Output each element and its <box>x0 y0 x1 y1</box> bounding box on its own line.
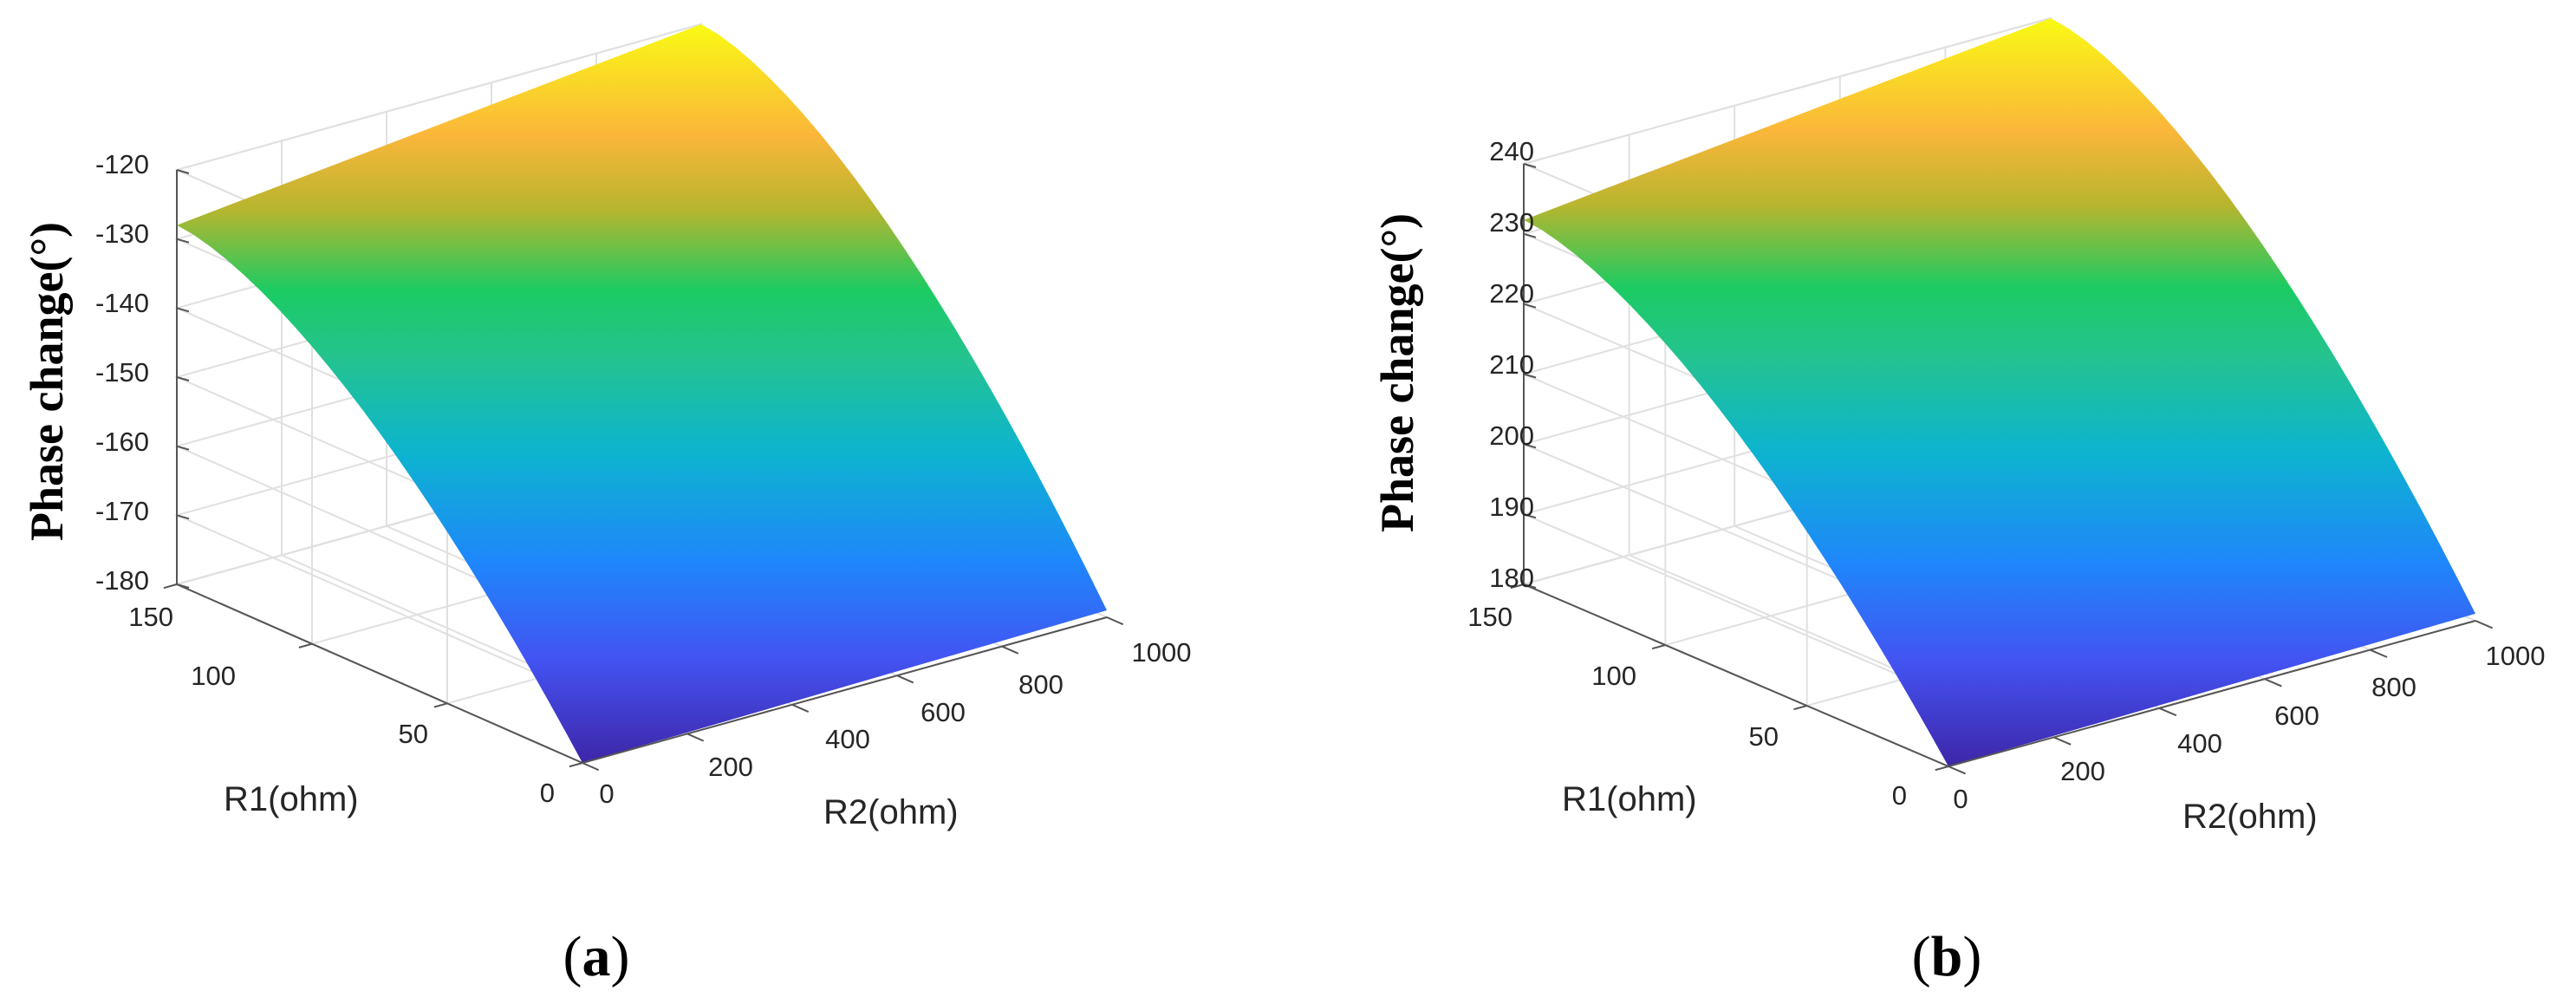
z-tick-label: 200 <box>1489 420 1534 451</box>
y-axis-label: R1(ohm) <box>224 780 359 818</box>
panel-a-y-ticks: 150 100 50 0 <box>128 602 555 808</box>
x-tick-label: 0 <box>599 779 614 809</box>
panel-b-y-ticks: 150 100 50 0 <box>1467 602 1907 811</box>
y-tick-mark <box>163 583 178 590</box>
z-tick-mark <box>176 238 190 244</box>
x-axis-line <box>582 616 1108 764</box>
x-tick-mark <box>791 703 810 713</box>
panel-b-caption: (b) <box>1912 925 1982 988</box>
z-tick-label: -130 <box>95 218 149 249</box>
z-axis-label: Phase change(°) <box>21 222 73 541</box>
z-tick-mark <box>176 583 190 589</box>
z-tick-label: 220 <box>1489 278 1534 309</box>
surface-mesh <box>1524 18 2475 766</box>
panel-a-z-ticks: -120 -130 -140 -150 -160 -170 -180 <box>95 149 149 596</box>
x-tick-mark <box>896 674 914 684</box>
x-tick-label: 1000 <box>2486 641 2546 671</box>
z-tick-mark <box>176 514 190 520</box>
z-tick-label: 230 <box>1489 207 1534 238</box>
panel-b: 240 230 220 210 200 190 180 150 100 50 0… <box>1371 16 2545 988</box>
panel-a-axes <box>163 169 1124 772</box>
x-tick-mark <box>2370 648 2388 658</box>
x-tick-label: 1000 <box>1132 637 1192 668</box>
z-tick-label: 210 <box>1489 349 1534 380</box>
z-tick-mark <box>1523 232 1537 238</box>
x-tick-mark <box>1106 616 1124 626</box>
x-tick-mark <box>1001 645 1019 655</box>
panel-b-z-ticks: 240 230 220 210 200 190 180 <box>1489 136 1534 593</box>
y-tick-mark <box>1510 583 1525 590</box>
x-tick-label: 200 <box>2060 756 2105 786</box>
z-tick-label: 190 <box>1489 492 1534 522</box>
y-tick-mark <box>1651 644 1666 650</box>
x-tick-label: 800 <box>1018 669 1064 700</box>
y-tick-label: 100 <box>1591 661 1636 691</box>
y-tick-label: 100 <box>191 661 236 691</box>
y-tick-mark <box>1935 766 1949 772</box>
panel-b-axes <box>1510 163 2493 775</box>
y-tick-label: 0 <box>540 778 555 808</box>
z-tick-mark <box>1523 583 1537 589</box>
z-tick-label: -160 <box>95 427 149 457</box>
x-tick-label: 400 <box>2177 728 2222 759</box>
z-tick-mark <box>176 445 190 451</box>
y-tick-label: 50 <box>1749 721 1779 752</box>
z-axis-label: Phase change(°) <box>1371 213 1423 532</box>
y-tick-label: 150 <box>1467 602 1512 632</box>
caption-letter: b <box>1931 925 1963 988</box>
x-axis-label: R2(ohm) <box>823 793 959 831</box>
y-tick-mark <box>569 762 583 768</box>
x-tick-mark <box>2475 620 2493 629</box>
z-tick-mark <box>1523 303 1537 309</box>
panel-a-surface <box>177 24 1107 763</box>
x-tick-mark <box>1948 766 1966 775</box>
y-tick-label: 150 <box>128 602 173 632</box>
x-tick-label: 200 <box>708 752 753 782</box>
x-tick-label: 0 <box>1953 784 1968 814</box>
x-tick-mark <box>582 762 600 772</box>
y-tick-mark <box>433 702 448 708</box>
panel-b-x-ticks: 0 200 400 600 800 1000 <box>1953 641 2545 814</box>
x-tick-label: 600 <box>920 697 966 727</box>
z-tick-mark <box>176 376 190 381</box>
x-axis-line <box>1948 620 2476 767</box>
caption-letter: a <box>582 925 611 988</box>
z-tick-label: 180 <box>1489 563 1534 593</box>
x-tick-label: 400 <box>825 724 870 754</box>
panel-a-x-ticks: 0 200 400 600 800 1000 <box>599 637 1191 809</box>
z-tick-mark <box>1523 163 1537 168</box>
x-axis-label: R2(ohm) <box>2182 798 2318 836</box>
y-axis-line <box>176 583 583 764</box>
panel-a-caption: (a) <box>563 925 630 988</box>
x-tick-mark <box>686 733 705 742</box>
y-axis-line <box>1523 583 1949 767</box>
z-tick-label: -140 <box>95 288 149 318</box>
z-tick-mark <box>176 169 190 174</box>
x-tick-label: 600 <box>2274 701 2319 731</box>
z-tick-mark <box>176 307 190 313</box>
y-axis-label: R1(ohm) <box>1562 780 1697 818</box>
surface-mesh <box>177 24 1107 763</box>
x-tick-label: 800 <box>2371 672 2417 702</box>
x-tick-mark <box>2264 678 2282 687</box>
z-tick-label: -150 <box>95 357 149 388</box>
x-tick-mark <box>2158 707 2177 717</box>
z-tick-label: -180 <box>95 565 149 596</box>
y-tick-label: 50 <box>399 719 428 749</box>
z-tick-mark <box>1523 373 1537 379</box>
panel-b-surface <box>1524 18 2475 766</box>
z-tick-label: -120 <box>95 149 149 179</box>
z-tick-label: -170 <box>95 496 149 526</box>
y-tick-label: 0 <box>1892 780 1907 811</box>
y-tick-mark <box>298 642 313 648</box>
x-tick-mark <box>2053 736 2072 746</box>
z-tick-mark <box>1523 513 1537 519</box>
y-tick-mark <box>1793 705 1807 711</box>
panel-a: -120 -130 -140 -150 -160 -170 -180 150 1… <box>21 23 1191 988</box>
z-tick-label: 240 <box>1489 136 1534 166</box>
z-tick-mark <box>1523 443 1537 449</box>
